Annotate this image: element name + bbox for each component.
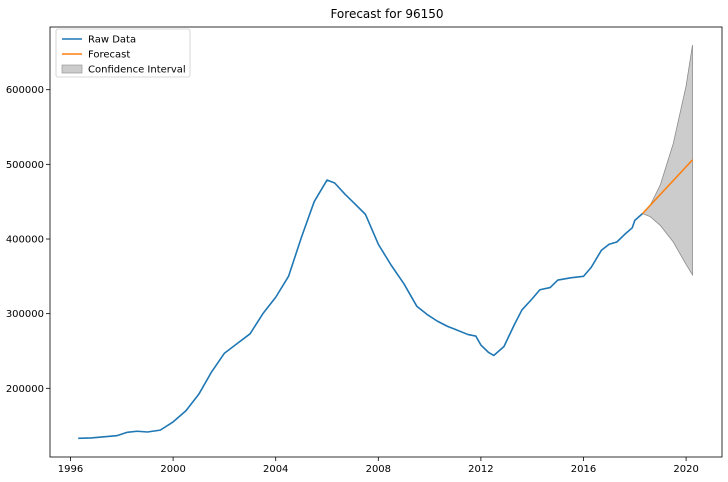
x-tick-label: 2008 <box>366 464 391 475</box>
legend-ci-label: Confidence Interval <box>88 65 186 76</box>
y-tick-label: 200000 <box>6 384 44 395</box>
axes: 1996 2000 2004 2008 2012 2016 2020 200000 300000… <box>6 26 723 475</box>
forecast-line <box>641 159 694 215</box>
x-tick-label: 2004 <box>263 464 288 475</box>
legend-raw-label: Raw Data <box>88 35 136 46</box>
plot-area <box>78 44 694 440</box>
x-tick-label: 2016 <box>571 464 596 475</box>
x-tick-label: 2020 <box>673 464 698 475</box>
legend-box <box>55 28 191 78</box>
x-tick-label: 2000 <box>160 464 185 475</box>
x-tick-label: 1996 <box>58 464 83 475</box>
legend-forecast-label: Forecast <box>88 50 130 61</box>
chart-title: Forecast for 96150 <box>330 7 443 21</box>
x-tick-label: 2012 <box>468 464 493 475</box>
y-tick-label: 600000 <box>6 85 44 96</box>
legend: Raw Data Forecast Confidence Interval <box>55 28 191 78</box>
axes-frame <box>49 26 723 458</box>
raw-data-line <box>78 179 644 440</box>
y-tick-label: 400000 <box>6 235 44 246</box>
legend-ci-swatch <box>61 64 83 74</box>
y-tick-label: 300000 <box>6 309 44 320</box>
y-tick-label: 500000 <box>6 160 44 171</box>
